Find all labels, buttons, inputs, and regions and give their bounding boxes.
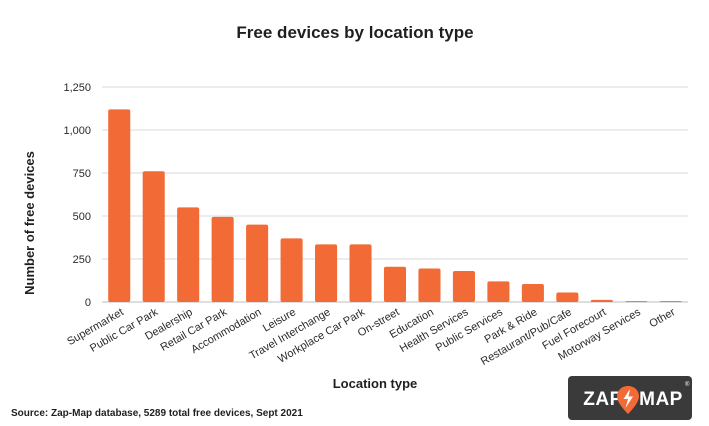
x-axis-title: Location type xyxy=(333,376,418,391)
bar-park-ride xyxy=(521,283,544,302)
y-tick-label: 500 xyxy=(73,211,91,223)
bar-education xyxy=(418,268,441,302)
gridlines xyxy=(102,86,688,303)
bar-travel-interchange xyxy=(315,244,338,302)
bar-public-car-park xyxy=(142,171,165,302)
y-tick-label: 0 xyxy=(85,297,91,309)
y-axis-title: Number of free devices xyxy=(22,151,37,295)
bar-supermarket xyxy=(108,109,131,302)
bar-motorway-services xyxy=(625,301,648,302)
y-tick-label: 750 xyxy=(73,168,91,180)
bar-dealership xyxy=(177,207,200,302)
y-tick-label: 250 xyxy=(73,254,91,266)
source-note: Source: Zap-Map database, 5289 total fre… xyxy=(11,408,303,419)
y-tick-label: 1,000 xyxy=(63,125,91,137)
registered-mark: ® xyxy=(685,381,690,388)
bars xyxy=(108,109,682,302)
y-tick-label: 1,250 xyxy=(63,82,91,94)
bar-restaurant-pub-cafe xyxy=(556,292,579,302)
bar-fuel-forecourt xyxy=(590,299,613,302)
logo-text-map: MAP xyxy=(639,389,683,410)
y-axis-ticks: 0 250 500 750 1,000 1,250 xyxy=(63,82,91,309)
x-tick-label: Other xyxy=(647,306,677,330)
bar-other xyxy=(659,301,682,302)
bar-workplace-car-park xyxy=(349,244,372,302)
bar-accommodation xyxy=(246,224,269,302)
chart-title: Free devices by location type xyxy=(236,23,473,42)
lightning-pin-icon xyxy=(617,386,639,414)
bar-retail-car-park xyxy=(211,216,234,302)
logo-text-zap: ZAP xyxy=(583,389,623,410)
bar-health-services xyxy=(452,271,475,302)
zap-map-logo: ZAP MAP ® xyxy=(568,376,692,420)
bar-on-street xyxy=(383,266,407,302)
bar-leisure xyxy=(280,238,303,302)
bar-public-services xyxy=(487,281,510,302)
